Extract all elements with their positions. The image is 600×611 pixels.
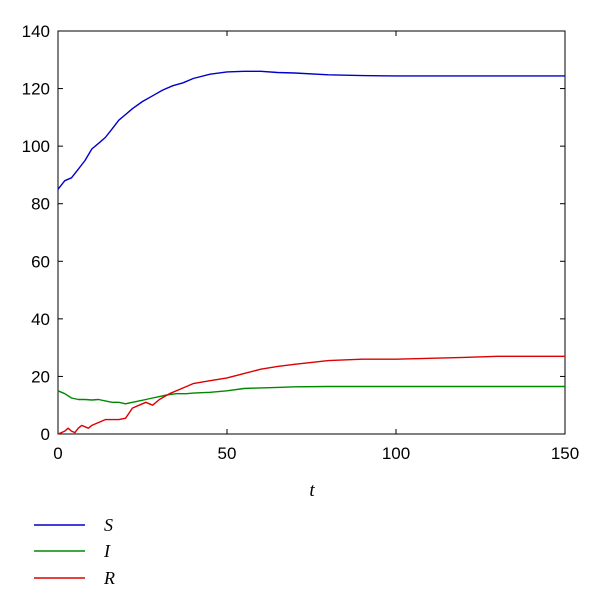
x-tick-label: 150 (551, 444, 579, 463)
y-tick-label: 100 (22, 137, 50, 156)
legend-label-i: I (103, 541, 111, 561)
x-axis-label: t (309, 480, 315, 501)
y-tick-label: 20 (31, 367, 50, 386)
legend-label-r: R (103, 568, 115, 588)
x-tick-label: 50 (218, 444, 237, 463)
legend-label-s: S (104, 515, 113, 535)
series-line-i (57, 385, 565, 405)
plot-frame (57, 30, 566, 435)
y-tick-label: 40 (31, 310, 50, 329)
x-tick-label: 0 (53, 444, 62, 463)
series-line-r (57, 355, 565, 435)
y-tick-label: 0 (41, 425, 50, 444)
y-tick-label: 140 (22, 22, 50, 41)
series-line-s (57, 70, 565, 190)
x-tick-label: 100 (382, 444, 410, 463)
y-tick-label: 120 (22, 80, 50, 99)
y-tick-label: 60 (31, 252, 50, 271)
y-tick-label: 80 (31, 195, 50, 214)
